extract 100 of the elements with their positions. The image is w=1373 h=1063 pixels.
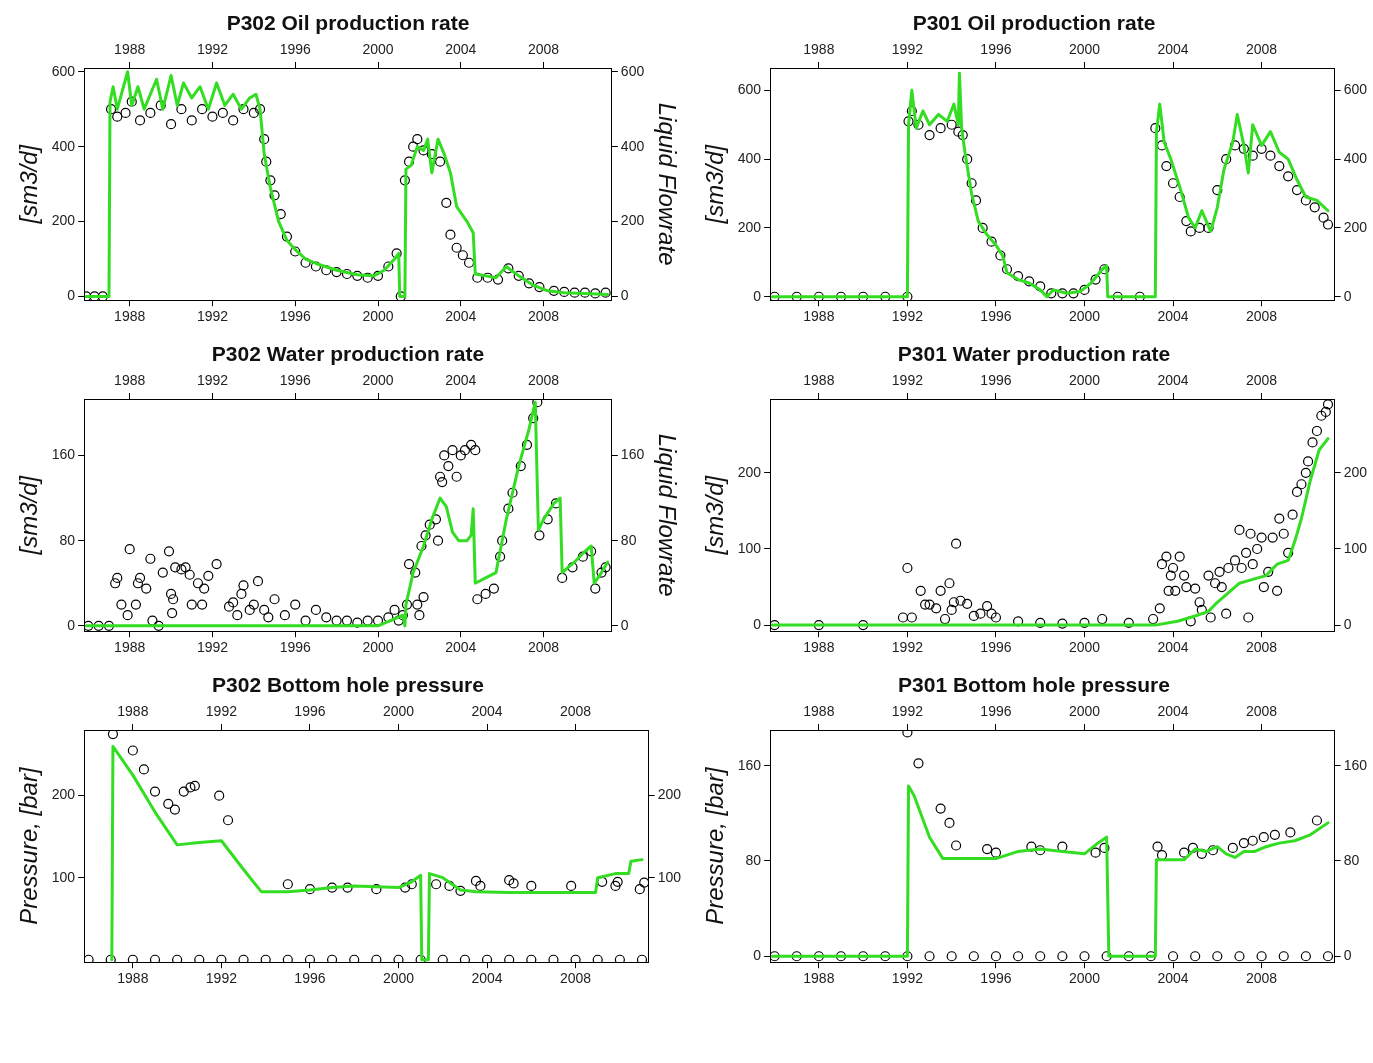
point (1212, 185, 1223, 196)
point (470, 875, 482, 887)
y2-tick-label: 600 (620, 62, 645, 79)
y2-tick-label: 0 (620, 616, 629, 633)
x2-tick-label: 2008 (560, 703, 592, 720)
point (990, 847, 1002, 858)
point (791, 951, 802, 962)
x-tick-label: 2000 (1068, 970, 1101, 987)
y2-tick-label: 80 (1343, 851, 1360, 868)
x-tick-label: 2008 (1246, 970, 1278, 987)
chart-title: P302 Oil production rate (226, 11, 470, 35)
y2-tick-label: 400 (1343, 150, 1368, 167)
point (1152, 841, 1163, 852)
point (977, 222, 988, 234)
point (1185, 226, 1196, 237)
x2-tick-label: 1996 (980, 703, 1012, 720)
chart-title: P301 Water production rate (897, 342, 1171, 366)
point (1035, 281, 1046, 292)
point (1227, 842, 1238, 853)
point (400, 882, 411, 893)
point (1278, 951, 1289, 962)
point (935, 803, 946, 814)
point (570, 954, 581, 963)
y2-tick-label: 0 (1343, 947, 1352, 964)
x-tick-label: 1992 (891, 639, 924, 656)
point (1229, 140, 1241, 151)
x2-tick-label: 1996 (294, 703, 326, 720)
x-tick-label: 1992 (196, 308, 229, 325)
x-tick-label: 1996 (980, 308, 1012, 325)
point (982, 843, 993, 855)
point (1150, 123, 1161, 134)
x-tick-label: 1988 (117, 970, 149, 987)
y-tick-label: 160 (51, 446, 76, 463)
y2-tick-label: 200 (1343, 218, 1368, 235)
point (548, 954, 559, 963)
point (592, 954, 603, 963)
x2-tick-label: 2004 (445, 372, 477, 389)
point (1234, 951, 1245, 962)
y-tick-label: 0 (753, 287, 762, 304)
x-tick-label: 2000 (1068, 639, 1101, 656)
point (1258, 832, 1269, 843)
point (813, 291, 824, 301)
y-tick-label: 600 (737, 81, 762, 98)
point (238, 954, 249, 963)
y2-tick-label: 200 (620, 212, 645, 229)
point (371, 884, 382, 895)
x2-tick-label: 2004 (1157, 372, 1189, 389)
point (1068, 288, 1079, 299)
x2-tick-label: 2000 (1068, 372, 1101, 389)
x2-tick-label: 1988 (114, 41, 146, 58)
y-tick-label: 200 (51, 786, 76, 803)
point (84, 954, 94, 963)
point (913, 758, 924, 769)
y-tick-label: 160 (737, 756, 762, 773)
x2-tick-label: 2008 (1246, 703, 1278, 720)
point (1001, 264, 1013, 275)
x-tick-label: 2004 (1157, 308, 1189, 325)
x-tick-label: 2004 (471, 970, 503, 987)
point (903, 116, 914, 127)
x-tick-label: 1996 (980, 970, 1012, 987)
y-axis-title: [sm3/d] (15, 143, 43, 225)
point (1300, 951, 1311, 962)
point (304, 954, 316, 963)
x-tick-label: 1996 (279, 308, 312, 325)
y-tick-label: 200 (737, 218, 762, 235)
x-tick-label: 1992 (205, 970, 238, 987)
y2-tick-label: 200 (1343, 463, 1368, 480)
point (962, 154, 973, 165)
point (1318, 212, 1329, 223)
point (349, 954, 360, 963)
point (1256, 951, 1267, 962)
point (1269, 829, 1280, 840)
point (1256, 143, 1267, 154)
point (610, 880, 621, 891)
point (431, 879, 442, 890)
point (1179, 847, 1190, 858)
y-tick-label: 600 (51, 62, 76, 79)
y2-tick-label: 160 (620, 446, 645, 463)
y-axis-title: Pressure, [bar] (701, 766, 729, 925)
point (504, 954, 515, 963)
x2-tick-label: 1996 (279, 41, 312, 58)
y2-tick-label: 100 (657, 868, 682, 885)
point (913, 119, 924, 130)
point (214, 790, 225, 801)
point (1035, 951, 1046, 962)
y-tick-label: 200 (51, 212, 76, 229)
y2-tick-label: 0 (620, 287, 629, 304)
point (1190, 951, 1201, 962)
point (770, 951, 780, 962)
point (1187, 842, 1199, 853)
point (393, 954, 404, 963)
point (1035, 845, 1046, 856)
point (1238, 838, 1249, 849)
point (222, 815, 234, 826)
point (1265, 150, 1276, 161)
point (924, 129, 935, 141)
point (858, 291, 869, 301)
point (415, 954, 426, 963)
point (1101, 951, 1112, 962)
point (1161, 160, 1172, 172)
